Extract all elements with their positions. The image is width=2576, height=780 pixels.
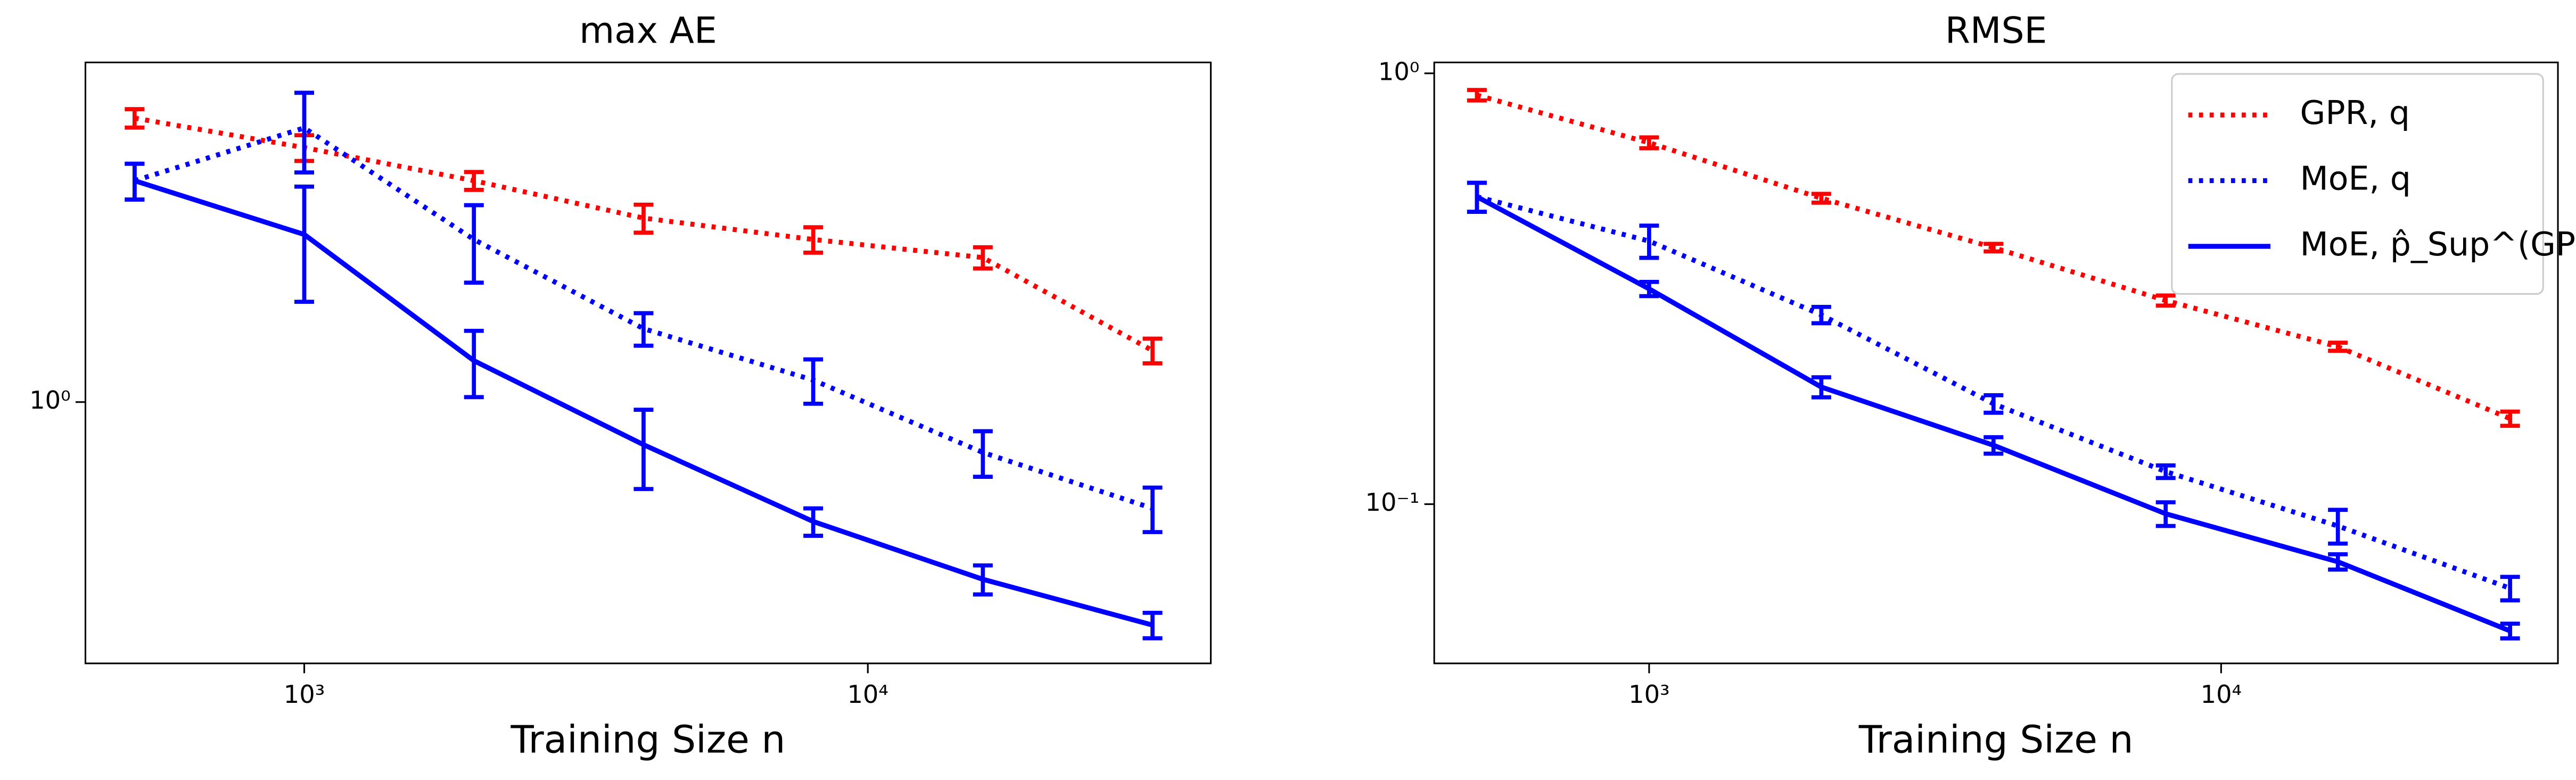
error-bar [464, 170, 484, 192]
error-bar [633, 202, 654, 235]
error-bar [1639, 279, 1659, 298]
x-axis-label: Training Size n [511, 717, 786, 761]
error-bar [2328, 341, 2348, 353]
series-line [134, 178, 1154, 628]
error-bar [2500, 575, 2520, 603]
error-bar [973, 429, 993, 479]
legend-label: MoE, q [2300, 160, 2411, 198]
error-bar [125, 107, 145, 130]
error-bar [1984, 393, 2004, 415]
legend-box [2171, 73, 2544, 295]
error-bar [1639, 223, 1659, 260]
error-bar [803, 357, 824, 406]
error-bar [294, 90, 315, 175]
error-bar [803, 225, 824, 255]
plot-frame [1433, 61, 2559, 665]
legend-label: GPR, q [2300, 94, 2410, 132]
subplot: max AE Training Size n 10³ 10⁴ 10⁰ [29, 10, 1212, 761]
error-bar [973, 245, 993, 271]
error-bar [2500, 409, 2520, 428]
error-bar [2155, 500, 2176, 528]
error-bar [294, 184, 315, 304]
error-bar [2155, 293, 2176, 308]
subplot-title: RMSE [1945, 10, 2047, 52]
x-tick-label: 10⁴ [847, 680, 888, 709]
error-bar [1984, 435, 2004, 456]
y-tick-label: 10⁰ [1378, 57, 1419, 86]
subplot: RMSE Training Size n 10³ 10⁴ 10⁰ 10⁻¹ GPR, q Mo… [1365, 10, 2576, 761]
plot-frame [84, 61, 1212, 665]
error-bar [1811, 192, 1831, 205]
error-bar [633, 311, 654, 348]
x-tick-label: 10⁴ [2201, 680, 2242, 709]
error-bar [1984, 242, 2004, 254]
error-bar [973, 563, 993, 597]
error-bar [464, 328, 484, 400]
error-bar [464, 203, 484, 285]
error-bar [1142, 485, 1163, 534]
error-bar [2328, 552, 2348, 572]
error-bar [1467, 88, 1487, 103]
y-tick-label: 10⁻¹ [1365, 488, 1420, 517]
error-bar [2328, 508, 2348, 546]
error-bar [1811, 375, 1831, 400]
x-tick-label: 10³ [284, 680, 325, 709]
legend-label: MoE, p̂_Sup^(GPR,n) [2300, 225, 2576, 263]
legend: GPR, q MoE, q MoE, p̂_Sup^(GPR,n) [2171, 73, 2576, 295]
subplot-title: max AE [579, 10, 717, 52]
error-bar [1142, 610, 1163, 641]
error-bar [125, 161, 145, 202]
error-bar [1142, 336, 1163, 366]
error-bar [2155, 463, 2176, 480]
error-bar [1467, 180, 1487, 214]
x-axis-label: Training Size n [1858, 717, 2134, 761]
error-bar [1811, 304, 1831, 326]
error-bar [2500, 621, 2520, 641]
error-bar [1639, 135, 1659, 151]
error-bar [633, 408, 654, 491]
x-tick-label: 10³ [1628, 680, 1669, 709]
error-bar [803, 506, 824, 538]
y-tick-label: 10⁰ [29, 386, 70, 414]
